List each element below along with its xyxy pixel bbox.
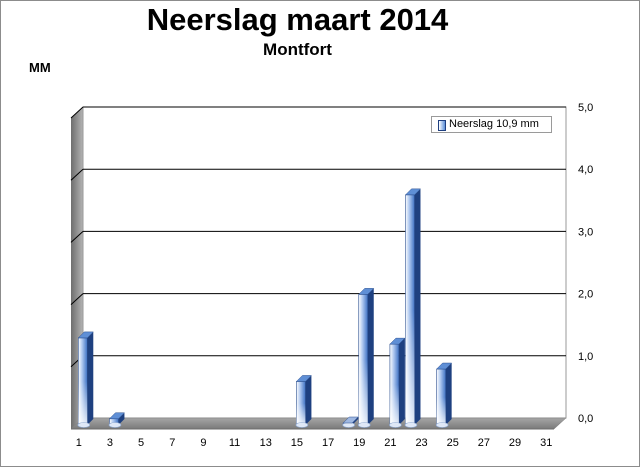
y-tick-label: 4,0 — [578, 164, 593, 176]
y-axis-label: MM — [29, 60, 51, 75]
y-tick-label: 5,0 — [578, 102, 593, 114]
bar — [108, 412, 126, 428]
bar — [77, 331, 94, 428]
x-tick-label: 5 — [138, 437, 144, 449]
y-tick-label: 0,0 — [578, 413, 593, 425]
bar — [295, 375, 313, 428]
gridlines — [70, 106, 566, 368]
x-tick-label: 25 — [447, 437, 459, 449]
y-tick-label: 1,0 — [578, 351, 593, 363]
chart-title: Neerslag maart 2014 — [146, 2, 449, 37]
x-tick-label: 31 — [540, 437, 552, 449]
x-tick-label: 11 — [229, 437, 240, 449]
chart-subtitle: Montfort — [263, 40, 332, 59]
bar — [404, 188, 422, 428]
x-tick-label: 13 — [260, 437, 272, 449]
gridline-side — [70, 106, 84, 119]
bar — [435, 362, 453, 428]
bar — [357, 288, 375, 428]
x-tick-label: 3 — [107, 437, 113, 449]
gridline-side — [70, 293, 84, 305]
gridline-side — [70, 231, 84, 243]
x-tick-label: 9 — [200, 437, 206, 449]
y-tick-label: 2,0 — [578, 289, 593, 301]
x-tick-label: 21 — [384, 437, 396, 449]
y-tick-labels: 0,0 1,0 2,0 3,0 4,0 5,0 — [578, 102, 593, 425]
x-tick-label: 19 — [353, 437, 365, 449]
x-tick-labels: 1 3 5 7 9 11 13 15 17 19 21 23 25 27 29 31 — [76, 437, 553, 449]
legend-swatch — [438, 120, 446, 131]
y-tick-label: 3,0 — [578, 226, 593, 238]
x-tick-label: 7 — [169, 437, 175, 449]
bar — [342, 416, 359, 428]
x-tick-label: 27 — [478, 437, 490, 449]
x-tick-label: 1 — [76, 437, 82, 449]
x-tick-label: 15 — [291, 437, 303, 449]
legend: Neerslag 10,9 mm — [431, 116, 552, 133]
x-tick-label: 29 — [509, 437, 521, 449]
legend-label: Neerslag 10,9 mm — [449, 118, 539, 130]
bar — [389, 337, 406, 428]
chart-floor — [70, 417, 567, 430]
x-tick-label: 23 — [415, 437, 427, 449]
x-tick-label: 17 — [322, 437, 334, 449]
bars — [77, 188, 453, 428]
gridline-side — [70, 168, 84, 181]
chart-back-wall — [82, 106, 567, 419]
